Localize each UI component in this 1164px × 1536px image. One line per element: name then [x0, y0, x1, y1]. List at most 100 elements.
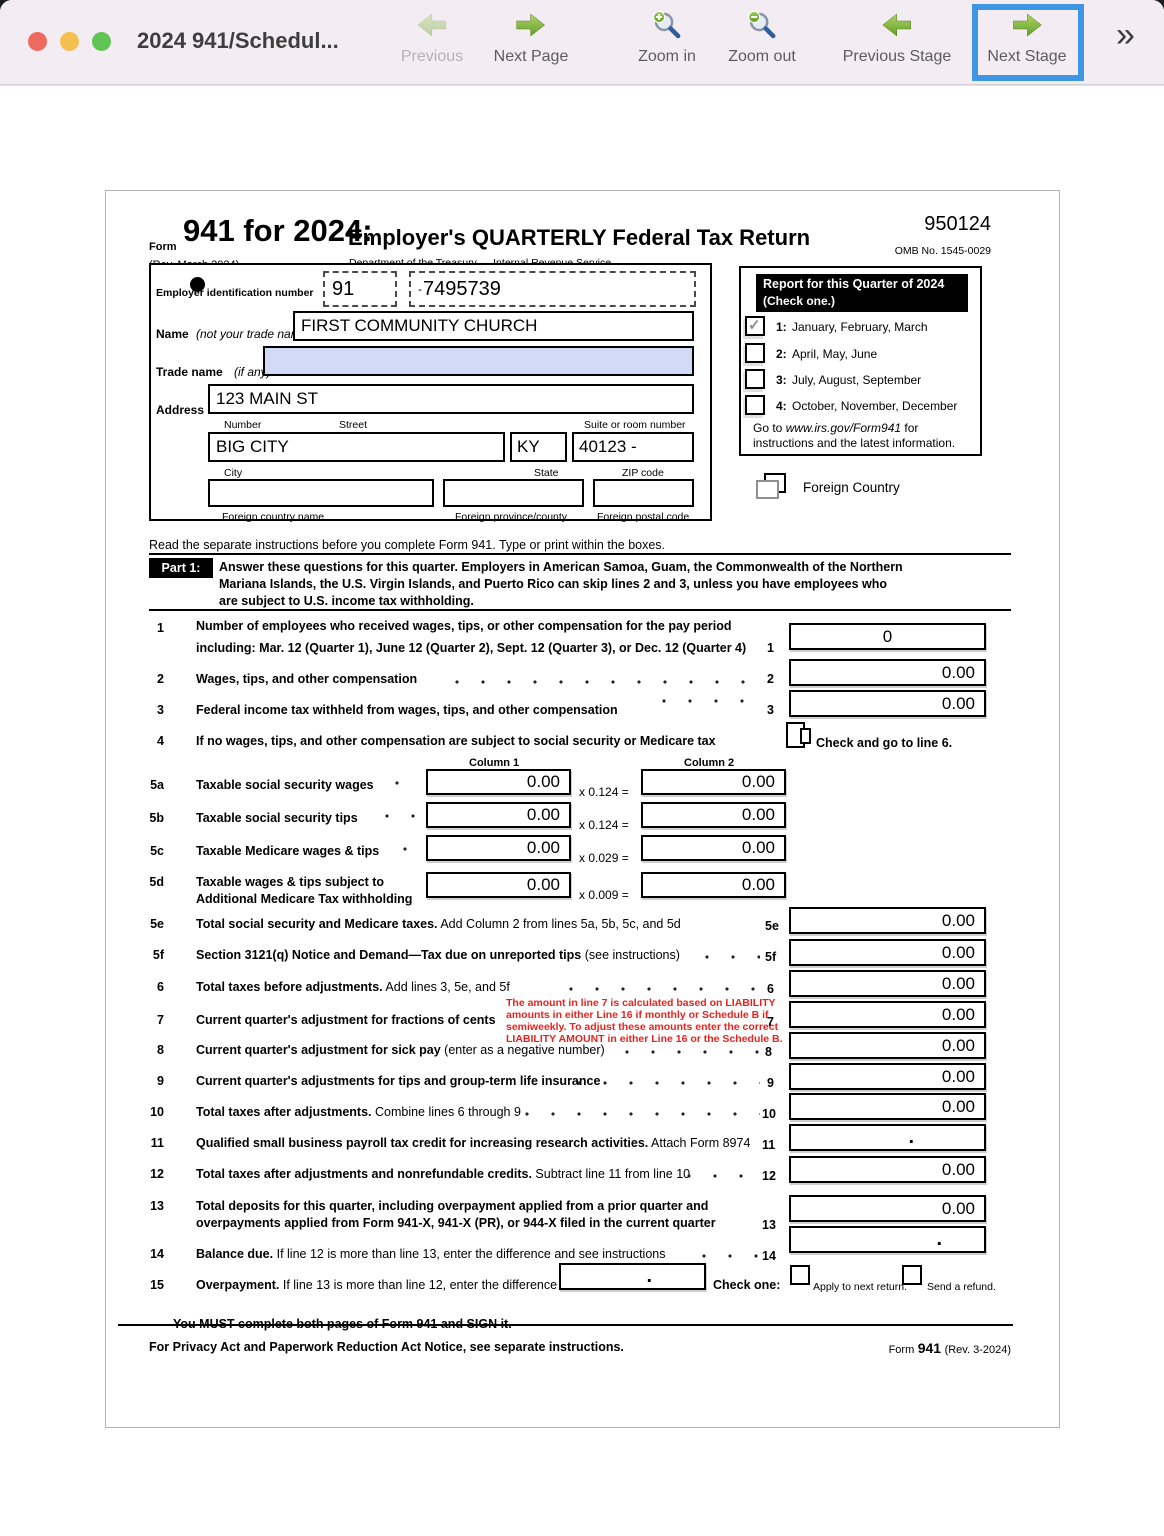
ein-field-part1[interactable]: 91: [323, 271, 397, 307]
foreign-country-label: Foreign country name: [222, 511, 325, 523]
arrow-right-icon: [513, 10, 549, 45]
address-street-field[interactable]: 123 MAIN ST: [208, 384, 694, 414]
foreign-country-text: Foreign Country: [803, 480, 900, 495]
line12-right-number: 12: [762, 1169, 776, 1183]
line12-value-field[interactable]: 0.00: [789, 1156, 986, 1183]
irs-url-link[interactable]: www.irs.gov/Form941: [785, 421, 902, 435]
foreign-country-checkbox[interactable]: [756, 473, 786, 499]
line13-text1: Total deposits for this quarter, includi…: [196, 1199, 709, 1213]
line6-value-field[interactable]: 0.00: [789, 970, 986, 997]
quarter-2-num: 2:: [776, 347, 787, 361]
line5b-col1-field[interactable]: 0.00: [426, 802, 571, 828]
previous-page-label: Previous: [400, 48, 464, 65]
line3-value-field[interactable]: 0.00: [789, 690, 986, 717]
line4-number: 4: [157, 734, 164, 748]
line5b-col2-field[interactable]: 0.00: [641, 802, 786, 828]
foreign-province-field[interactable]: [443, 479, 584, 507]
line5b-multiplier: x 0.124 =: [579, 818, 629, 832]
line7-liability-note-4: LIABILITY AMOUNT in either Line 16 or th…: [506, 1033, 783, 1045]
line7-value-field[interactable]: 0.00: [789, 1001, 986, 1028]
foreign-postal-field[interactable]: [593, 479, 694, 507]
previous-stage-button[interactable]: Previous Stage: [843, 10, 951, 66]
zoom-in-icon: [651, 10, 683, 45]
line7-text: Current quarter's adjustment for fractio…: [196, 1013, 496, 1027]
line11-number: 11: [150, 1136, 164, 1150]
line14-value-field[interactable]: .: [789, 1226, 986, 1253]
address-number-label: Number: [224, 419, 262, 431]
address-label: Address: [156, 403, 205, 417]
line9-value-field[interactable]: 0.00: [789, 1063, 986, 1090]
catalog-code: 950124: [924, 213, 991, 235]
line10-value-field[interactable]: 0.00: [789, 1093, 986, 1120]
line1-text2: including: Mar. 12 (Quarter 1), June 12 …: [196, 641, 747, 655]
ein-label: Employer identification number: [156, 287, 314, 299]
line5a-col1-field[interactable]: 0.00: [426, 769, 571, 795]
close-window-button[interactable]: [28, 32, 47, 51]
name-label: Name: [156, 327, 189, 341]
minimize-window-button[interactable]: [60, 32, 79, 51]
city-field[interactable]: BIG CITY: [208, 432, 505, 462]
line12-number: 12: [150, 1167, 164, 1181]
foreign-country-field[interactable]: [208, 479, 434, 507]
line5c-multiplier: x 0.029 =: [579, 851, 629, 865]
next-stage-button[interactable]: Next Stage: [987, 10, 1067, 66]
zip-label: ZIP code: [622, 467, 664, 479]
next-page-button[interactable]: Next Page: [494, 10, 568, 66]
line5a-col2-field[interactable]: 0.00: [641, 769, 786, 795]
line5a-number: 5a: [150, 778, 164, 792]
previous-page-button[interactable]: Previous: [401, 10, 463, 66]
line4-checkbox[interactable]: [786, 722, 811, 748]
part1-text-line2: Mariana Islands, the U.S. Virgin Islands…: [219, 577, 888, 591]
line5d-col1-field[interactable]: 0.00: [426, 872, 571, 898]
quarter-4-checkbox[interactable]: [745, 395, 765, 415]
quarter-1-label: January, February, March: [792, 320, 928, 334]
line15-number: 15: [150, 1278, 164, 1292]
dot-leader: [614, 1050, 760, 1054]
quarter-4-num: 4:: [776, 399, 787, 413]
name-field[interactable]: FIRST COMMUNITY CHURCH: [293, 311, 694, 341]
window-title: 2024 941/Schedul...: [137, 28, 339, 53]
quarter-goto-line2: instructions and the latest information.: [753, 436, 956, 450]
ein-field-part2[interactable]: -7495739: [409, 271, 696, 307]
line5c-col1-field[interactable]: 0.00: [426, 835, 571, 861]
zoom-in-button[interactable]: Zoom in: [638, 10, 696, 66]
trade-name-field[interactable]: [263, 346, 694, 376]
foreign-postal-label: Foreign postal code: [597, 511, 690, 523]
line3-text: Federal income tax withheld from wages, …: [196, 703, 618, 717]
address-street-label: Street: [339, 419, 368, 431]
toolbar-overflow-chevron-icon[interactable]: »: [1116, 16, 1135, 54]
line5a-multiplier: x 0.124 =: [579, 785, 629, 799]
part1-text-line1: Answer these questions for this quarter.…: [219, 560, 903, 574]
zoom-window-button[interactable]: [92, 32, 111, 51]
quarter-2-checkbox[interactable]: [745, 343, 765, 363]
line5e-value-field[interactable]: 0.00: [789, 907, 986, 934]
apply-to-next-return-checkbox[interactable]: [790, 1265, 810, 1285]
line9-text: Current quarter's adjustments for tips a…: [196, 1074, 601, 1088]
quarter-1-checkbox[interactable]: ✓: [745, 316, 765, 336]
line5d-col2-field[interactable]: 0.00: [641, 872, 786, 898]
line2-value-field[interactable]: 0.00: [789, 659, 986, 686]
quarter-3-checkbox[interactable]: [745, 369, 765, 389]
line3-right-number: 3: [767, 703, 774, 717]
zip-field[interactable]: 40123 -: [572, 432, 694, 462]
zoom-out-icon: [746, 10, 778, 45]
line5a-text: Taxable social security wages: [196, 778, 374, 792]
send-a-refund-checkbox[interactable]: [902, 1265, 922, 1285]
city-label: City: [224, 467, 243, 479]
footer-form-ref: Form 941 (Rev. 3-2024): [888, 1340, 1011, 1356]
trade-name-hint: (if any): [234, 365, 271, 379]
form-title-text: Employer's QUARTERLY Federal Tax Return: [348, 225, 811, 250]
line5f-value-field[interactable]: 0.00: [789, 939, 986, 966]
line11-value-field[interactable]: .: [789, 1124, 986, 1151]
line15-value-field[interactable]: .: [559, 1263, 706, 1290]
line8-value-field[interactable]: 0.00: [789, 1032, 986, 1059]
line5b-number: 5b: [149, 811, 164, 825]
state-field[interactable]: KY: [510, 432, 567, 462]
line1-value-field[interactable]: 0: [789, 623, 986, 650]
line13-value-field[interactable]: 0.00: [789, 1195, 986, 1222]
read-instructions-note: Read the separate instructions before yo…: [149, 538, 666, 552]
line9-right-number: 9: [767, 1076, 774, 1090]
line5c-col2-field[interactable]: 0.00: [641, 835, 786, 861]
zoom-out-button[interactable]: Zoom out: [728, 10, 796, 66]
